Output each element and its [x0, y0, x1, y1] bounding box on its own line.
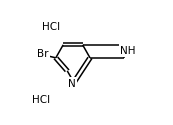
Text: Br: Br	[37, 49, 48, 59]
Text: N: N	[68, 79, 76, 89]
Text: HCl: HCl	[42, 22, 60, 32]
Text: NH: NH	[120, 46, 136, 56]
Text: HCl: HCl	[32, 95, 51, 105]
